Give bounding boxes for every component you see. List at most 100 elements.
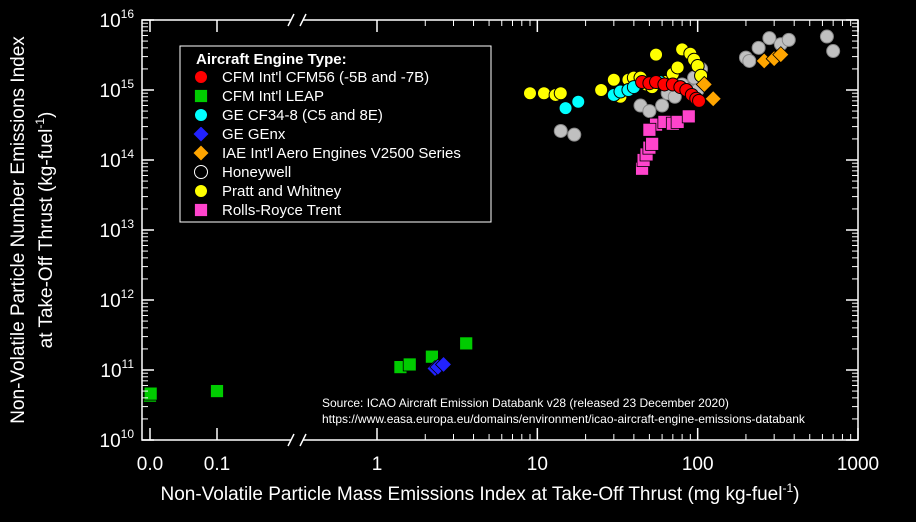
legend-box: [179, 45, 492, 223]
data-point: [751, 40, 766, 55]
data-point: [781, 32, 796, 47]
data-point: [567, 127, 582, 142]
y-tick-label: 1013: [100, 217, 135, 242]
legend: Aircraft Engine Type: CFM Int'l CFM56 (-…: [179, 45, 492, 223]
x-tick-label: 100: [682, 454, 714, 475]
y-tick-base: 10: [100, 431, 121, 452]
axis-break-gap: [291, 435, 303, 445]
legend-marker: [194, 184, 208, 198]
y-tick-label: 1012: [100, 287, 135, 312]
x-axis-title-main: Non-Volatile Particle Mass Emissions Ind…: [161, 484, 783, 505]
legend-marker: [194, 203, 208, 217]
legend-marker: [192, 144, 210, 162]
y-axis-title-line-2-main: at Take-Off Thrust (kg-fuel: [36, 129, 57, 349]
data-point: [692, 93, 707, 108]
data-point: [762, 31, 777, 46]
legend-label: CFM Int'l LEAP: [222, 88, 324, 105]
y-tick-base: 10: [100, 151, 121, 172]
x-tick-label: 0.1: [204, 454, 230, 475]
legend-entry: Honeywell: [194, 164, 291, 181]
legend-marker: [192, 125, 210, 143]
data-point: [670, 60, 685, 75]
y-axis-title-sup: -1: [33, 118, 47, 129]
legend-entry: Pratt and Whitney: [194, 183, 342, 200]
data-point: [655, 98, 670, 113]
y-tick-label: 1010: [100, 427, 135, 452]
x-tick-label: 1000: [837, 454, 879, 475]
legend-marker: [194, 70, 208, 84]
y-tick-exponent: 11: [122, 357, 135, 371]
x-tick-label: 10: [527, 454, 548, 475]
data-point: [210, 384, 224, 398]
data-point: [143, 386, 158, 401]
y-tick-base: 10: [100, 291, 121, 312]
data-point: [772, 46, 790, 64]
data-point: [819, 29, 834, 44]
legend-entry: CFM Int'l CFM56 (-5B and -7B): [194, 69, 429, 86]
data-point: [695, 75, 713, 94]
data-point: [742, 53, 757, 68]
legend-title: Aircraft Engine Type:: [196, 51, 347, 68]
legend-label: CFM Int'l CFM56 (-5B and -7B): [222, 69, 429, 86]
data-point: [594, 83, 609, 97]
legend-entry: GE CF34-8 (C5 and 8E): [194, 107, 383, 124]
legend-entry: GE GEnx: [192, 125, 286, 143]
data-point: [826, 44, 841, 59]
legend-marker: [194, 165, 208, 179]
data-point: [704, 90, 722, 108]
y-tick-exponent: 16: [121, 7, 135, 21]
data-point: [536, 86, 551, 101]
axis-break-mark: [299, 13, 307, 27]
axis-break-mark: [287, 13, 295, 27]
y-tick-exponent: 14: [121, 147, 135, 161]
y-tick-base: 10: [100, 221, 121, 242]
y-tick-label: 1014: [100, 147, 135, 172]
legend-marker: [194, 108, 208, 122]
data-point: [434, 355, 453, 374]
x-axis-title-end: ): [793, 484, 799, 505]
data-point: [649, 47, 664, 62]
data-point: [642, 122, 657, 137]
y-axis-title-end: ): [36, 112, 57, 118]
x-axis-title-sup: -1: [782, 481, 793, 495]
y-tick-exponent: 10: [121, 427, 135, 441]
data-point: [571, 94, 586, 109]
data-point: [681, 109, 696, 124]
axis-break-gap: [291, 15, 303, 25]
data-point: [459, 336, 474, 351]
legend-label: GE GEnx: [222, 126, 286, 143]
y-tick-exponent: 13: [121, 217, 135, 231]
legend-entries: CFM Int'l CFM56 (-5B and -7B) CFM Int'l L…: [192, 69, 461, 219]
data-point: [558, 101, 573, 116]
data-point: [642, 104, 657, 119]
legend-label: Pratt and Whitney: [222, 183, 342, 200]
legend-entry: IAE Int'l Aero Engines V2500 Series: [192, 144, 461, 162]
data-point: [402, 357, 417, 372]
data-point: [522, 86, 537, 101]
data-point: [645, 136, 660, 151]
series-ge-genx: [426, 355, 453, 378]
y-tick-label: 1015: [100, 77, 135, 102]
legend-entry: CFM Int'l LEAP: [194, 88, 324, 105]
x-tick-label: 0.0: [137, 454, 163, 475]
x-tick-label: 1: [372, 454, 383, 475]
y-tick-base: 10: [100, 11, 121, 32]
data-point: [606, 72, 621, 87]
y-tick-label: 1016: [100, 7, 135, 32]
series-rolls-royce-trent: [635, 109, 696, 176]
legend-entry: Rolls-Royce Trent: [194, 202, 342, 219]
legend-label: IAE Int'l Aero Engines V2500 Series: [222, 145, 461, 162]
legend-label: GE CF34-8 (C5 and 8E): [222, 107, 383, 124]
series-cfm-int-l-cfm56-5b-and-7b: [635, 75, 707, 108]
source-line-1: Source: ICAO Aircraft Emission Databank …: [322, 396, 729, 410]
data-point: [553, 123, 568, 138]
legend-marker: [194, 89, 208, 103]
y-axis-title-line-2: at Take-Off Thrust (kg-fuel-1): [33, 112, 57, 349]
y-tick-label: 1011: [100, 357, 134, 382]
y-axis-title-line-1: Non-Volatile Particle Number Emissions I…: [8, 36, 29, 424]
source-line-2: https://www.easa.europa.eu/domains/envir…: [322, 412, 806, 426]
legend-label: Rolls-Royce Trent: [222, 202, 342, 219]
series-iae-int-l-aero-engines-v2500-series: [695, 46, 790, 108]
